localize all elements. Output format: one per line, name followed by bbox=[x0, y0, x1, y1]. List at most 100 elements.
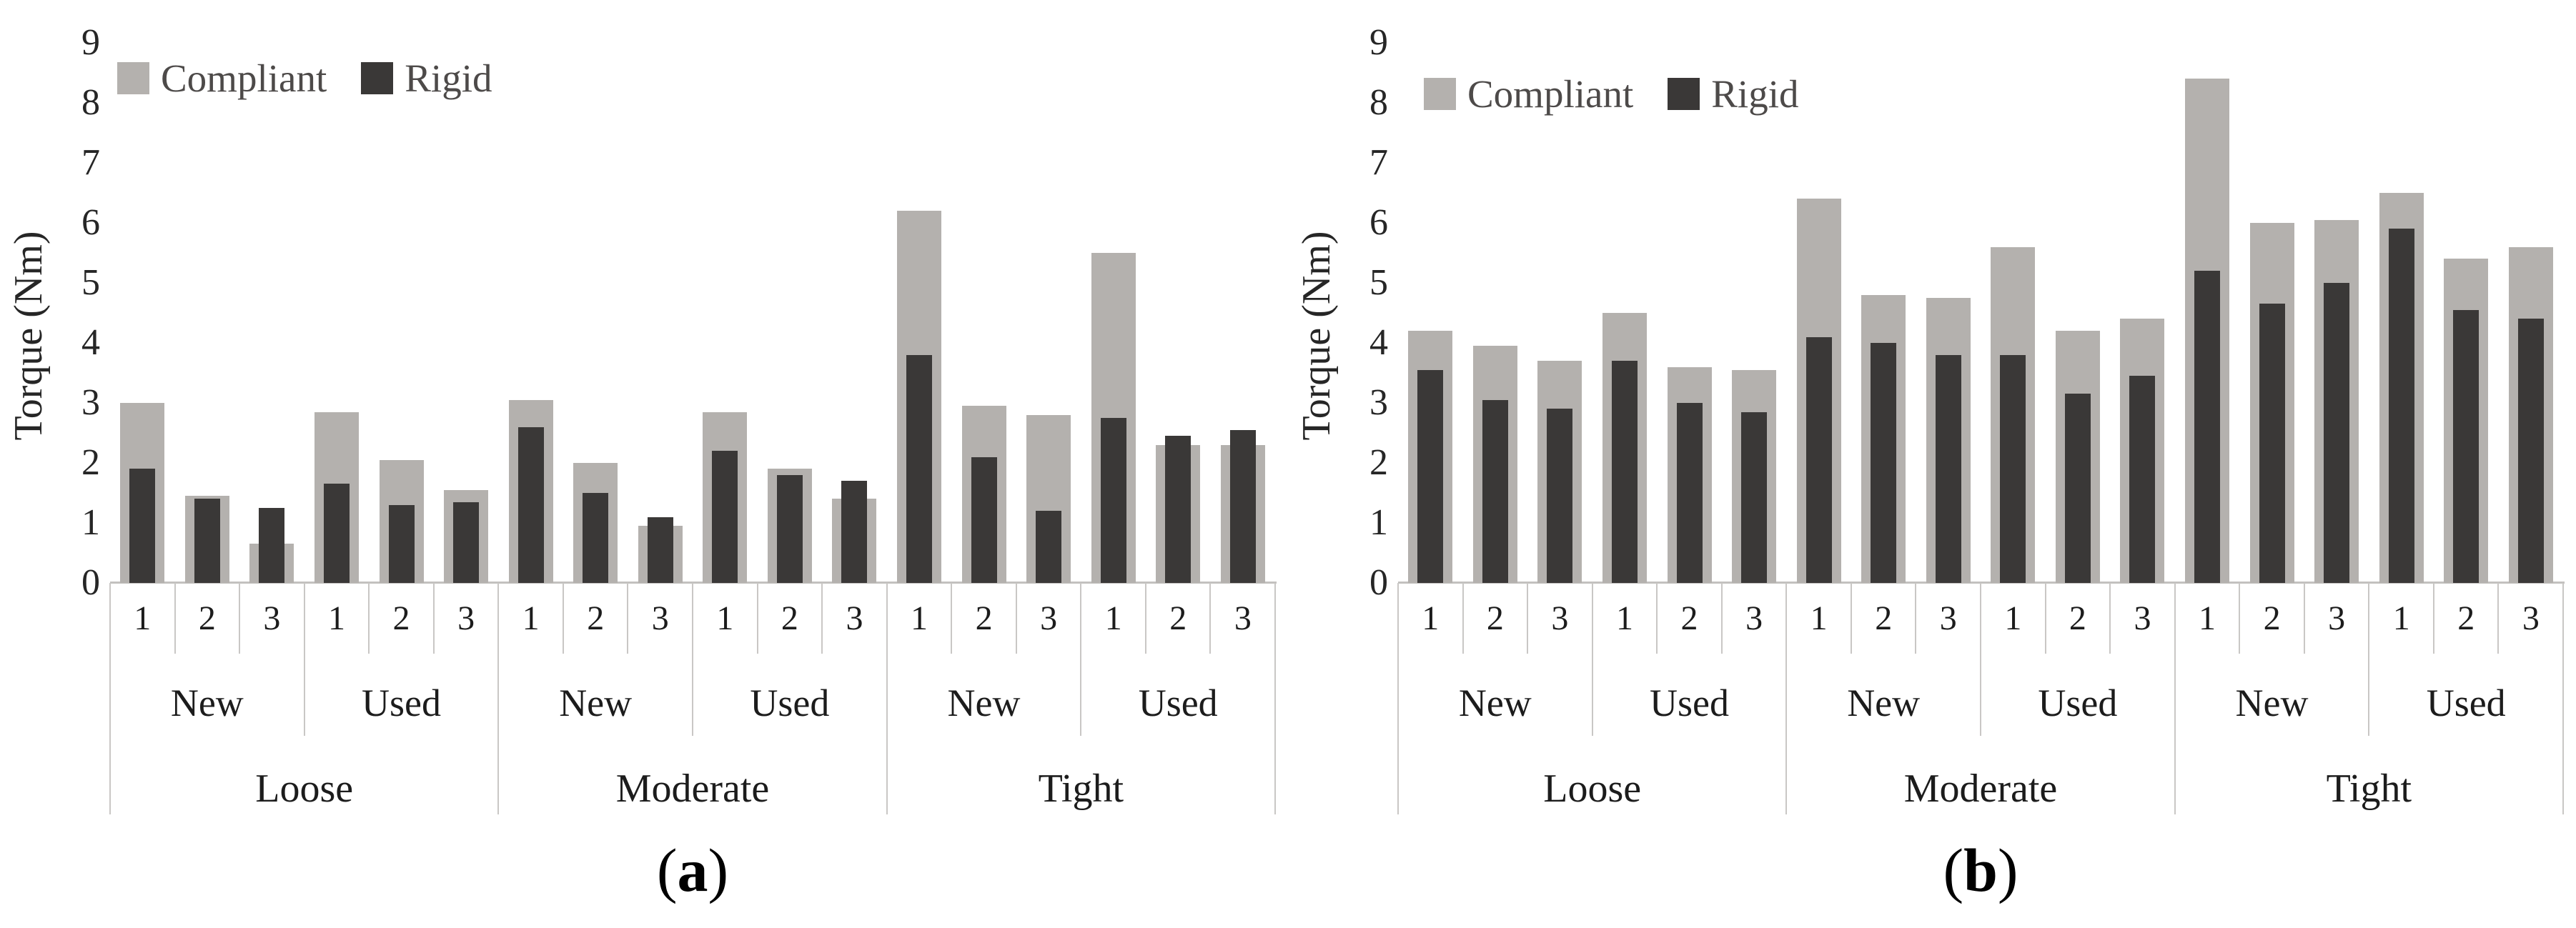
condition-label: New bbox=[947, 682, 1021, 724]
tightness-label: Loose bbox=[1543, 767, 1642, 811]
legend: Compliant Rigid bbox=[117, 56, 492, 101]
bar-rigid bbox=[2259, 304, 2285, 583]
caption-letter: a bbox=[677, 836, 708, 904]
chart-panel-b: Torque (Nm) 9 8 7 6 5 4 3 2 1 0 Compliant Rigid 1 2 3 1 2… bbox=[1288, 0, 2576, 928]
caption-b: (b) bbox=[1398, 834, 2563, 920]
trial-label: 1 bbox=[911, 599, 928, 637]
category-separator bbox=[821, 583, 823, 654]
bar-rigid bbox=[1547, 409, 1573, 583]
tightness-label: Tight bbox=[1038, 767, 1124, 811]
bar-rigid bbox=[712, 451, 738, 583]
category-separator bbox=[1656, 583, 1658, 654]
bar-rigid bbox=[2453, 309, 2480, 583]
category-separator bbox=[1462, 583, 1464, 654]
condition-label-row: New Used New Used New Used bbox=[1398, 654, 2563, 734]
trial-label: 2 bbox=[2457, 599, 2475, 637]
category-separator bbox=[2303, 583, 2305, 654]
plot-area: Compliant Rigid bbox=[1398, 43, 2563, 583]
condition-label: New bbox=[170, 682, 244, 724]
bar-rigid bbox=[1741, 411, 1768, 583]
bar-rigid bbox=[453, 502, 480, 583]
category-separator bbox=[1591, 583, 1593, 736]
condition-label: Used bbox=[1650, 682, 1729, 724]
condition-label: Used bbox=[2426, 682, 2506, 724]
bar-rigid bbox=[1611, 361, 1638, 583]
category-separator bbox=[1015, 583, 1017, 654]
trial-label-row: 1 2 3 1 2 3 1 2 3 1 2 3 1 2 3 1 2 3 bbox=[110, 583, 1275, 654]
bar-rigid bbox=[1935, 354, 1961, 583]
trial-label: 3 bbox=[1745, 599, 1763, 637]
y-axis-tick-label: 3 bbox=[81, 382, 100, 423]
legend-label: Rigid bbox=[405, 56, 492, 100]
trial-label: 2 bbox=[2263, 599, 2281, 637]
legend-swatch-rigid bbox=[1668, 78, 1700, 110]
category-separator bbox=[1915, 583, 1917, 654]
tightness-label: Moderate bbox=[615, 767, 770, 811]
category-separator bbox=[692, 583, 693, 736]
trial-label: 3 bbox=[2328, 599, 2346, 637]
category-separator bbox=[1527, 583, 1529, 654]
category-separator bbox=[1980, 583, 1981, 736]
y-axis-tick-label: 1 bbox=[81, 502, 100, 543]
category-separator bbox=[1720, 583, 1723, 654]
y-axis-tick-label: 6 bbox=[1369, 202, 1388, 243]
category-separator bbox=[303, 583, 305, 736]
category-separator bbox=[886, 583, 888, 814]
trial-label: 2 bbox=[1169, 599, 1187, 637]
category-separator bbox=[368, 583, 370, 654]
caption-open-paren: ( bbox=[1943, 836, 1964, 904]
legend-label: Compliant bbox=[1467, 72, 1634, 116]
y-axis-tick-label: 7 bbox=[1369, 142, 1388, 183]
bar-rigid bbox=[1805, 336, 1832, 583]
y-axis-tick-label: 4 bbox=[1369, 322, 1388, 363]
bar-rigid bbox=[388, 504, 415, 583]
category-separator bbox=[2109, 583, 2111, 654]
trial-label-row: 1 2 3 1 2 3 1 2 3 1 2 3 1 2 3 1 2 3 bbox=[1398, 583, 2563, 654]
chart-panel-a: Torque (Nm) 9 8 7 6 5 4 3 2 1 0 Compliant Rigid 1 2 3 1 2… bbox=[6, 22, 1277, 904]
condition-label: Used bbox=[362, 682, 441, 724]
bar-rigid bbox=[517, 426, 544, 583]
bar-rigid bbox=[647, 517, 673, 583]
bar-rigid bbox=[1676, 403, 1703, 583]
bar-rigid bbox=[1482, 399, 1508, 583]
trial-label: 2 bbox=[1486, 599, 1504, 637]
trial-label: 1 bbox=[327, 599, 345, 637]
condition-label: Used bbox=[750, 682, 830, 724]
bar-rigid bbox=[1100, 418, 1126, 583]
bar-rigid bbox=[323, 484, 350, 583]
bar-rigid bbox=[129, 469, 156, 583]
y-axis-tick-label: 6 bbox=[81, 202, 100, 243]
y-axis-tick-label: 8 bbox=[1369, 82, 1388, 123]
trial-label: 2 bbox=[1680, 599, 1698, 637]
y-axis-tick-label: 5 bbox=[1369, 262, 1388, 303]
legend-swatch-compliant bbox=[1424, 78, 1456, 110]
category-separator bbox=[109, 583, 111, 814]
bar-rigid bbox=[583, 493, 609, 583]
bar-rigid bbox=[259, 508, 285, 583]
trial-label: 3 bbox=[1939, 599, 1957, 637]
bar-rigid bbox=[2129, 376, 2156, 583]
caption-open-paren: ( bbox=[656, 836, 678, 904]
tightness-label: Loose bbox=[255, 767, 354, 811]
trial-label: 1 bbox=[716, 599, 734, 637]
trial-label: 1 bbox=[1104, 599, 1122, 637]
trial-label: 2 bbox=[587, 599, 605, 637]
bar-rigid bbox=[1229, 429, 1256, 583]
legend-item-compliant: Compliant bbox=[117, 56, 327, 101]
bar-rigid bbox=[194, 499, 220, 583]
condition-label-row: New Used New Used New Used bbox=[110, 654, 1275, 734]
plot-area: Compliant Rigid bbox=[110, 43, 1275, 583]
category-separator bbox=[1144, 583, 1146, 654]
x-axis-line bbox=[1398, 582, 2565, 584]
x-axis-line bbox=[110, 582, 1277, 584]
category-separator bbox=[2562, 583, 2564, 814]
y-axis-tick-label: 5 bbox=[81, 262, 100, 303]
bar-rigid bbox=[2388, 229, 2414, 583]
trial-label: 3 bbox=[1040, 599, 1058, 637]
category-separator bbox=[1785, 583, 1788, 814]
trial-label: 1 bbox=[134, 599, 152, 637]
trial-label: 3 bbox=[457, 599, 475, 637]
y-axis-tick-label: 2 bbox=[1369, 442, 1388, 483]
bar-rigid bbox=[1417, 369, 1444, 583]
